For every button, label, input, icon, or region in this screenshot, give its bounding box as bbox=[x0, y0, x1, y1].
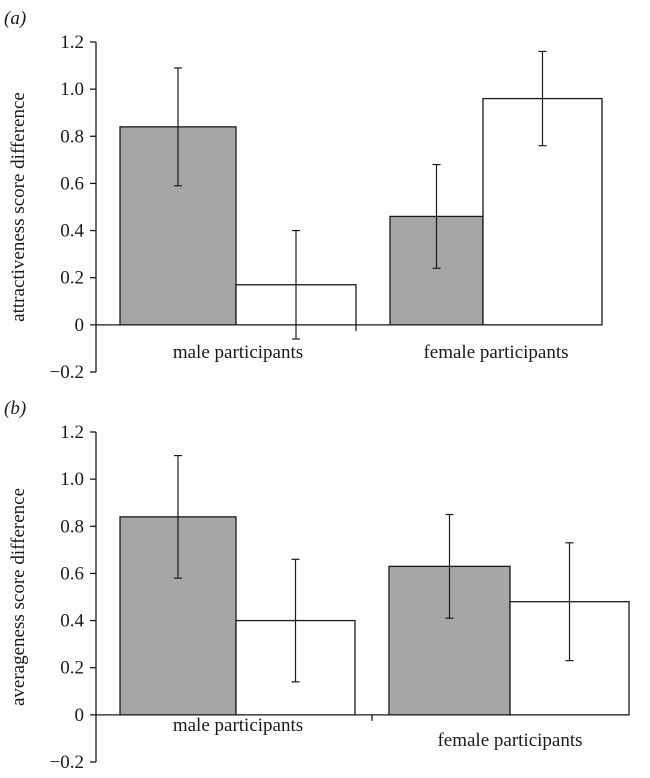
panel-b-category-label: male participants bbox=[173, 715, 303, 736]
panel-a-y-tick-label: 1.0 bbox=[60, 79, 84, 100]
panel-b-y-tick-label: 0 bbox=[75, 705, 85, 726]
panel-a-y-tick-label: 1.2 bbox=[60, 32, 84, 53]
panel-a-y-tick-label: 0.2 bbox=[60, 268, 84, 289]
panel-b-label: (b) bbox=[4, 398, 26, 419]
panel-b-y-tick-label: 0.6 bbox=[60, 563, 84, 584]
panel-a-label: (a) bbox=[4, 8, 26, 29]
panel-a-category-label: female participants bbox=[423, 342, 568, 363]
panel-b-y-tick-label: 0.4 bbox=[60, 611, 84, 632]
panel-a-y-axis-label: attractiveness score difference bbox=[8, 92, 29, 322]
panel-a-y-tick-label: 0 bbox=[75, 315, 85, 336]
panel-b-y-axis-label: averageness score difference bbox=[8, 488, 29, 706]
panel-b-y-tick-label: 0.2 bbox=[60, 658, 84, 679]
panel-b-y-tick-label: 1.2 bbox=[60, 422, 84, 443]
panel-a-y-tick-label: 0.8 bbox=[60, 126, 84, 147]
panel-a-y-tick-label: −0.2 bbox=[50, 362, 84, 383]
panel-b-y-tick-label: 1.0 bbox=[60, 469, 84, 490]
panel-a-y-tick-label: 0.6 bbox=[60, 173, 84, 194]
panel-a-y-tick-label: 0.4 bbox=[60, 221, 84, 242]
panel-a-category-label: male participants bbox=[173, 342, 303, 363]
panel-b-y-tick-label: −0.2 bbox=[50, 752, 84, 773]
panel-b-y-tick-label: 0.8 bbox=[60, 516, 84, 537]
panel-b-category-label: female participants bbox=[437, 730, 582, 751]
